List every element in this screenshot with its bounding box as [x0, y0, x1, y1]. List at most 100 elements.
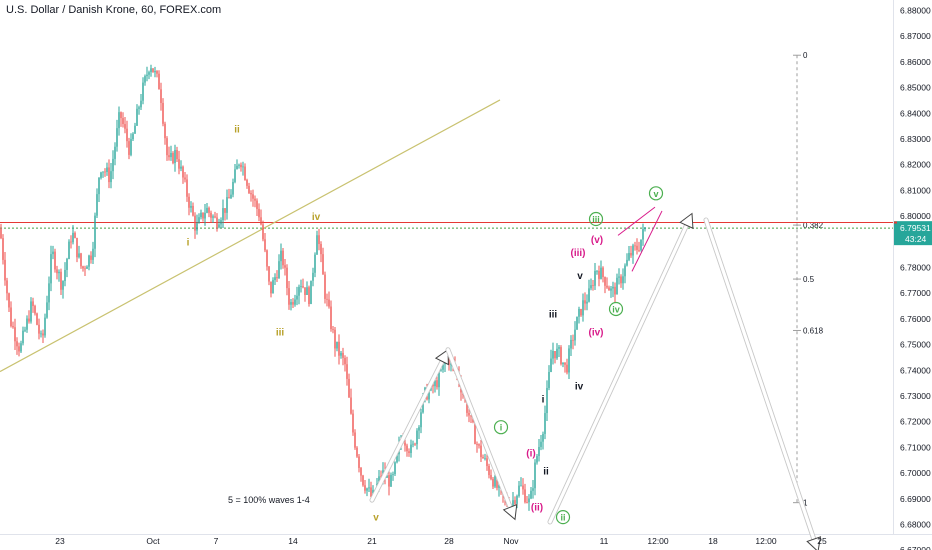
candle-body [396, 454, 398, 463]
candle-body [176, 150, 178, 160]
candle-body [160, 89, 162, 103]
candle-body [302, 286, 304, 288]
candle-body [226, 197, 228, 213]
candle-body [448, 358, 450, 365]
projection-arrow-1[interactable] [370, 359, 444, 502]
candle-body [262, 224, 264, 240]
wave-label: iii [592, 215, 600, 225]
price-tick-label: 6.83000 [900, 134, 931, 144]
candle-body [100, 172, 102, 178]
fib-level-label: 0.5 [803, 275, 815, 284]
candle-body [116, 128, 118, 147]
candle-body [42, 333, 44, 336]
candle-body [514, 500, 516, 504]
arrow-head [434, 348, 449, 366]
candle-body [548, 371, 550, 389]
candle-body [98, 177, 100, 195]
candle-body [110, 171, 112, 183]
candle-body [356, 447, 358, 457]
price-tick-label: 6.78000 [900, 263, 931, 273]
candle-body [632, 245, 634, 256]
candle-body [52, 251, 54, 255]
candle-body [414, 443, 416, 445]
candle-body [148, 72, 150, 75]
candle-body [574, 329, 576, 341]
time-axis[interactable]: 23 Oct 7 14 21 28 Nov 11 12:00 18 12:00 25 [55, 536, 827, 546]
price-tick-label: 6.70000 [900, 468, 931, 478]
candle-body [232, 181, 234, 195]
candle-body [554, 351, 556, 359]
price-axis[interactable]: 6.88000 6.87000 6.86000 6.85000 6.84000 6.830… [894, 6, 932, 550]
candle-body [28, 318, 30, 322]
candle-body [610, 288, 612, 291]
candle-body [162, 102, 164, 124]
candle-body [516, 495, 518, 504]
candle-body [180, 166, 182, 169]
candle-body [526, 502, 528, 504]
candle-body [106, 167, 108, 173]
candle-body [564, 362, 566, 365]
projection-arrow-3[interactable] [548, 223, 689, 524]
candle-body [558, 347, 560, 349]
candle-body [336, 341, 338, 349]
wave-label: (i) [526, 448, 535, 459]
candle-body [298, 286, 300, 296]
candle-body [8, 293, 10, 308]
candle-body [324, 274, 326, 299]
candle-body [250, 193, 252, 195]
candle-body [434, 380, 436, 387]
price-tick-label: 6.72000 [900, 417, 931, 427]
candle-body [204, 212, 206, 219]
wave-label: ii [234, 125, 240, 136]
price-tick-label: 6.88000 [900, 6, 931, 16]
projection-arrow-2[interactable] [446, 348, 512, 509]
candles [0, 64, 646, 516]
candle-body [488, 466, 490, 476]
candle-body [540, 441, 542, 447]
candle-body [330, 306, 332, 330]
candle-body [572, 339, 574, 341]
candle-body [580, 308, 582, 316]
projection-arrow-4[interactable] [704, 218, 816, 541]
candle-body [630, 253, 632, 256]
candle-body [406, 445, 408, 452]
candle-body [314, 254, 316, 273]
candle-body [258, 208, 260, 218]
candle-body [174, 150, 176, 164]
candle-body [186, 179, 188, 197]
candle-body [492, 478, 494, 487]
candle-body [642, 229, 644, 240]
candle-body [120, 112, 122, 119]
candle-body [68, 241, 70, 259]
candle-body [352, 413, 354, 433]
candle-body [624, 265, 626, 277]
rising-trendline[interactable] [0, 99, 501, 373]
projection-arrows[interactable] [369, 212, 822, 550]
wave-circle [588, 211, 604, 227]
candle-body [178, 159, 180, 169]
trendline[interactable] [0, 99, 663, 373]
price-tick-label: 6.71000 [900, 442, 931, 452]
candle-body [272, 280, 274, 294]
candle-body [238, 164, 240, 166]
candle-body [328, 299, 330, 307]
candle-body [342, 352, 344, 358]
fib-level-label: 1 [803, 499, 808, 508]
wedge-lower [631, 210, 663, 272]
candle-body [344, 357, 346, 365]
candle-body [146, 74, 148, 77]
candle-body [22, 330, 24, 344]
candle-body [58, 271, 60, 274]
candle-body [54, 251, 56, 270]
candle-body [444, 362, 446, 365]
candle-body [222, 208, 224, 221]
candle-body [202, 212, 204, 219]
candle-body [10, 307, 12, 327]
candle-body [220, 220, 222, 225]
candle-body [40, 333, 42, 335]
candle-body [86, 266, 88, 269]
price-lines [0, 222, 893, 229]
price-tick-label: 6.68000 [900, 520, 931, 530]
wave-label: i [187, 238, 190, 249]
